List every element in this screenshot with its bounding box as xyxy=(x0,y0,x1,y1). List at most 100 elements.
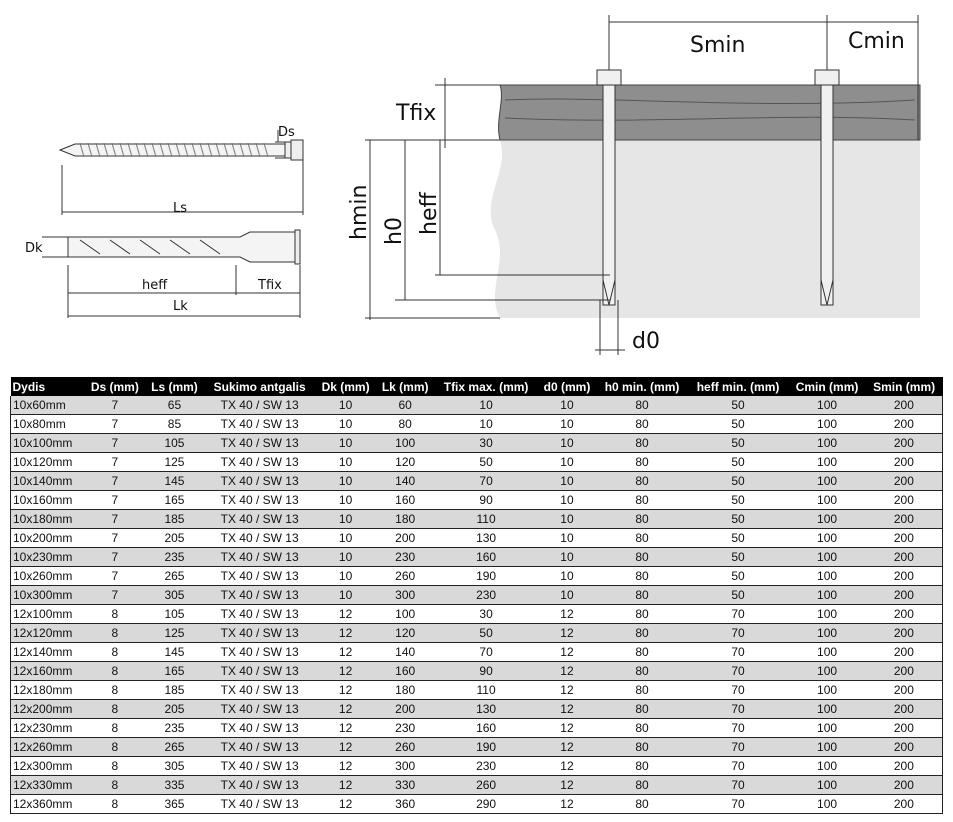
table-cell: 10x200mm xyxy=(10,528,85,548)
table-cell: 10 xyxy=(315,566,376,586)
table-cell: 50 xyxy=(434,623,538,643)
table-cell: 7 xyxy=(84,414,146,434)
table-row: 10x300mm 7 305 TX 40 / SW 13 10 300 230 10 80 50 1… xyxy=(10,585,943,605)
table-cell: 12 xyxy=(315,794,376,814)
table-cell: 10x60mm xyxy=(10,396,85,415)
table-cell: 200 xyxy=(865,642,943,662)
table-cell: 12x140mm xyxy=(10,642,85,662)
table-cell: 100 xyxy=(788,433,866,453)
table-cell: 8 xyxy=(84,642,146,662)
table-cell: 100 xyxy=(788,642,866,662)
table-cell: 7 xyxy=(84,490,146,510)
column-header: Ds (mm) xyxy=(84,377,146,396)
column-header: d0 (mm) xyxy=(537,377,597,396)
table-cell: TX 40 / SW 13 xyxy=(203,680,316,700)
table-cell: 10 xyxy=(537,452,597,472)
table-cell: 120 xyxy=(375,623,435,643)
table-cell: 200 xyxy=(865,718,943,738)
table-cell: 100 xyxy=(788,471,866,491)
table-cell: 80 xyxy=(596,585,688,605)
table-cell: TX 40 / SW 13 xyxy=(203,623,316,643)
table-row: 12x120mm 8 125 TX 40 / SW 13 12 120 50 12 80 70 10… xyxy=(10,623,943,643)
table-cell: 200 xyxy=(865,490,943,510)
column-header: Dk (mm) xyxy=(315,377,376,396)
table-cell: 8 xyxy=(84,718,146,738)
label-hmin: hmin xyxy=(347,185,372,240)
table-cell: 205 xyxy=(145,528,204,548)
table-cell: 205 xyxy=(145,699,204,719)
table-cell: 300 xyxy=(375,585,435,605)
table-cell: TX 40 / SW 13 xyxy=(203,718,316,738)
table-cell: TX 40 / SW 13 xyxy=(203,414,316,434)
table-cell: 7 xyxy=(84,528,146,548)
table-cell: 10x100mm xyxy=(10,433,85,453)
table-cell: 8 xyxy=(84,794,146,814)
table-cell: 50 xyxy=(687,452,789,472)
table-row: 12x260mm 8 265 TX 40 / SW 13 12 260 190 12 80 70 1… xyxy=(10,737,943,757)
table-cell: TX 40 / SW 13 xyxy=(203,756,316,776)
table-cell: 145 xyxy=(145,471,204,491)
table-cell: 10 xyxy=(315,433,376,453)
table-cell: 10 xyxy=(537,490,597,510)
table-cell: 140 xyxy=(375,642,435,662)
table-cell: 10x300mm xyxy=(10,585,85,605)
table-cell: 80 xyxy=(596,775,688,795)
table-cell: 7 xyxy=(84,585,146,605)
table-cell: 12x100mm xyxy=(10,604,85,624)
table-cell: 300 xyxy=(375,756,435,776)
table-header-row: Dydis Ds (mm) Ls (mm) Sukimo antgalis Dk (mm… xyxy=(10,377,943,396)
table-cell: 160 xyxy=(434,547,538,567)
table-cell: 7 xyxy=(84,566,146,586)
table-cell: 80 xyxy=(596,566,688,586)
table-cell: 10 xyxy=(434,414,538,434)
table-cell: TX 40 / SW 13 xyxy=(203,642,316,662)
table-row: 10x260mm 7 265 TX 40 / SW 13 10 260 190 10 80 50 1… xyxy=(10,566,943,586)
table-cell: 70 xyxy=(687,794,789,814)
table-cell: 100 xyxy=(788,547,866,567)
table-cell: 100 xyxy=(788,396,866,415)
table-cell: 160 xyxy=(434,718,538,738)
table-cell: 8 xyxy=(84,737,146,757)
column-header: heff min. (mm) xyxy=(687,377,789,396)
table-cell: 110 xyxy=(434,509,538,529)
table-cell: 80 xyxy=(596,661,688,681)
table-cell: 8 xyxy=(84,680,146,700)
table-cell: 10 xyxy=(315,509,376,529)
table-cell: 10x140mm xyxy=(10,471,85,491)
table-cell: 235 xyxy=(145,718,204,738)
table-cell: TX 40 / SW 13 xyxy=(203,547,316,567)
table-cell: 30 xyxy=(434,604,538,624)
table-cell: 70 xyxy=(434,471,538,491)
table-cell: 90 xyxy=(434,490,538,510)
table-cell: 10 xyxy=(537,509,597,529)
table-cell: 10x260mm xyxy=(10,566,85,586)
table-cell: 70 xyxy=(687,756,789,776)
table-cell: 100 xyxy=(788,623,866,643)
table-cell: 70 xyxy=(687,718,789,738)
table-cell: 10 xyxy=(315,414,376,434)
table-cell: 90 xyxy=(434,661,538,681)
table-cell: 50 xyxy=(687,490,789,510)
table-cell: 80 xyxy=(375,414,435,434)
table-cell: 230 xyxy=(375,547,435,567)
table-cell: 100 xyxy=(788,509,866,529)
table-cell: 335 xyxy=(145,775,204,795)
table-cell: 200 xyxy=(865,661,943,681)
table-cell: TX 40 / SW 13 xyxy=(203,585,316,605)
table-cell: 180 xyxy=(375,680,435,700)
table-cell: 100 xyxy=(788,585,866,605)
table-cell: 80 xyxy=(596,490,688,510)
table-cell: 100 xyxy=(788,661,866,681)
table-cell: 100 xyxy=(788,566,866,586)
table-cell: 125 xyxy=(145,452,204,472)
table-cell: 12 xyxy=(315,661,376,681)
table-cell: 60 xyxy=(375,396,435,415)
table-row: 12x180mm 8 185 TX 40 / SW 13 12 180 110 12 80 70 1… xyxy=(10,680,943,700)
table-cell: 50 xyxy=(687,566,789,586)
table-cell: 10 xyxy=(537,414,597,434)
table-row: 10x200mm 7 205 TX 40 / SW 13 10 200 130 10 80 50 1… xyxy=(10,528,943,548)
table-cell: 100 xyxy=(788,775,866,795)
column-header: h0 min. (mm) xyxy=(596,377,688,396)
table-cell: 200 xyxy=(865,756,943,776)
table-cell: 230 xyxy=(434,585,538,605)
